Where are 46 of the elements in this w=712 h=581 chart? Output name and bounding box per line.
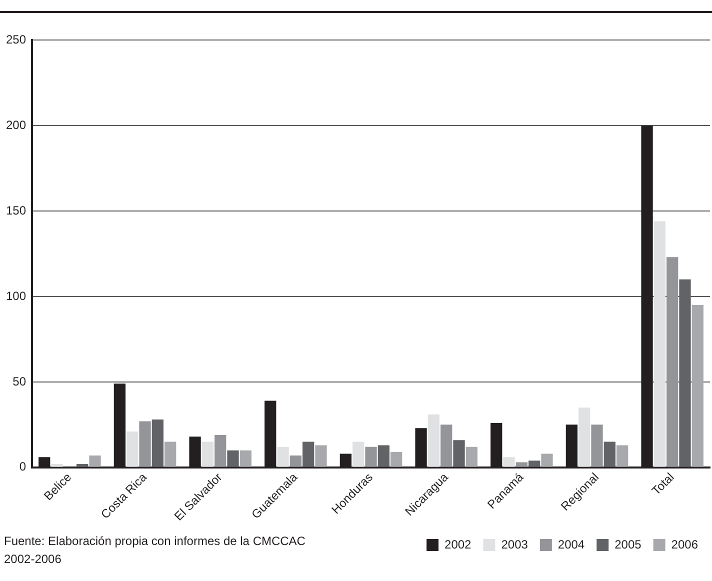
- bar: [503, 457, 515, 467]
- bar: [528, 460, 540, 467]
- source-note: Fuente: Elaboración propia con informes de la CMCCAC 2002-2006: [4, 533, 306, 568]
- y-tick-label: 50: [12, 374, 26, 388]
- bar: [315, 445, 327, 467]
- bar: [604, 442, 616, 467]
- legend-label: 2006: [671, 537, 698, 552]
- bar: [240, 450, 252, 467]
- bar: [578, 408, 590, 467]
- bar: [390, 452, 402, 467]
- bar: [227, 450, 239, 467]
- legend-label: 2004: [558, 537, 585, 552]
- bar: [152, 420, 164, 467]
- legend-label: 2003: [501, 537, 528, 552]
- y-tick-label: 200: [6, 118, 26, 132]
- bar: [428, 414, 440, 467]
- bar: [591, 424, 603, 467]
- bar: [51, 464, 63, 467]
- bar: [76, 464, 88, 467]
- bar: [126, 432, 138, 467]
- bar: [290, 455, 302, 467]
- bar: [541, 454, 553, 467]
- legend-label: 2002: [444, 537, 472, 552]
- bar: [654, 221, 666, 467]
- legend-label: 2005: [614, 537, 642, 552]
- bar: [277, 446, 289, 467]
- bar: [139, 421, 151, 467]
- bar: [616, 445, 628, 467]
- bar: [164, 442, 176, 467]
- bar: [214, 434, 226, 467]
- bar: [666, 257, 678, 467]
- bar: [692, 305, 704, 467]
- bar: [352, 442, 364, 467]
- bar: [202, 442, 214, 467]
- bar: [516, 462, 528, 467]
- bar: [378, 445, 390, 467]
- bar: [440, 424, 452, 467]
- y-tick-label: 250: [6, 32, 26, 46]
- bar: [453, 440, 465, 467]
- y-tick-label: 150: [6, 203, 26, 218]
- bar: [302, 442, 314, 467]
- y-tick-label: 100: [6, 288, 26, 303]
- bar: [466, 446, 478, 467]
- bar: [365, 446, 377, 467]
- y-tick-label: 0: [19, 460, 26, 474]
- bar: [89, 455, 101, 467]
